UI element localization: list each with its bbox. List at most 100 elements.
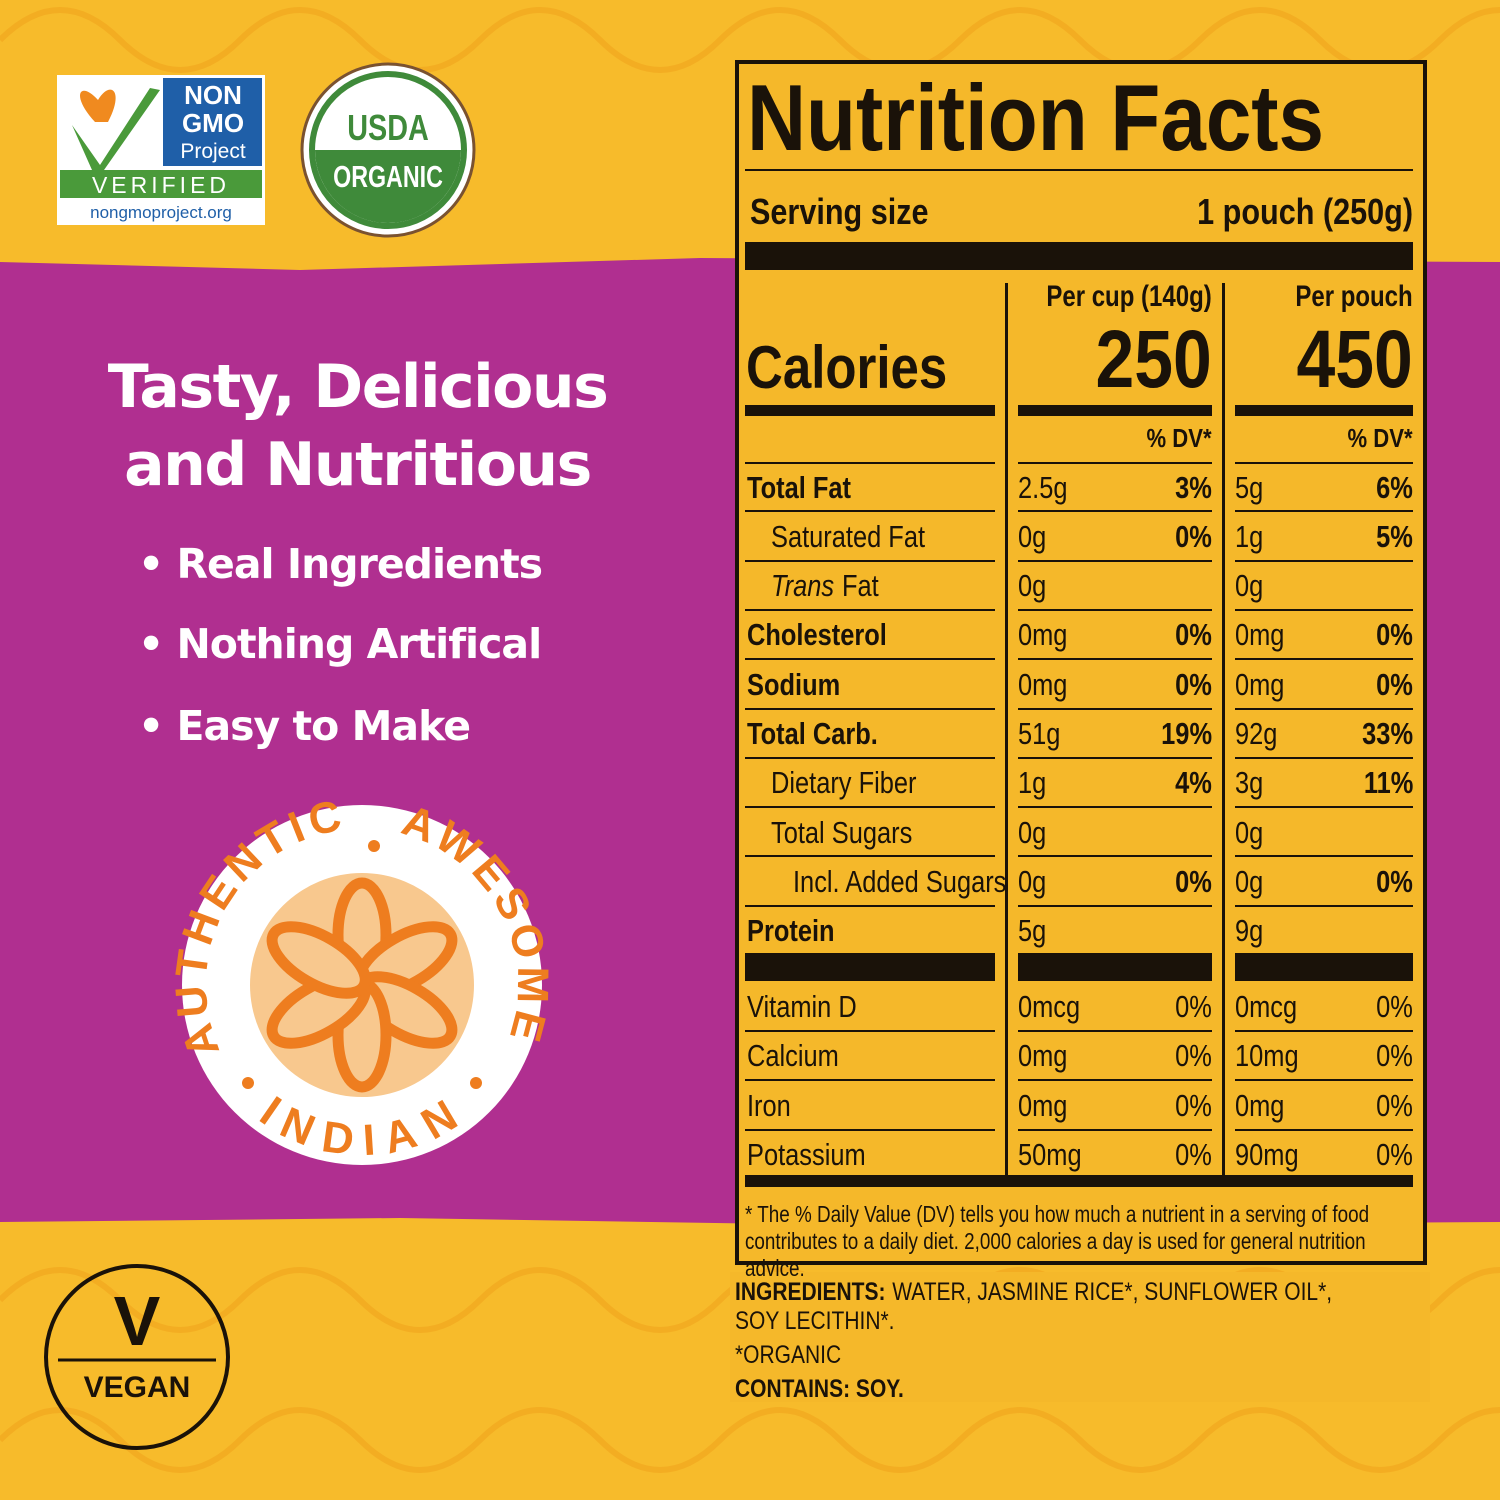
bullet: • Real Ingredients <box>138 540 543 588</box>
amount: 1g <box>1018 765 1047 801</box>
bullet: • Nothing Artifical <box>138 620 542 668</box>
nutrient-name: Fat <box>842 568 879 604</box>
non-gmo-verified: VERIFIED <box>92 172 230 198</box>
column-header: Per pouch <box>1295 280 1413 313</box>
amount: 90mg <box>1235 1137 1299 1172</box>
dv-header: % DV* <box>1146 423 1212 453</box>
amount: 0mg <box>1235 666 1285 702</box>
ingredients: INGREDIENTS: WATER, JASMINE RICE*, SUNFLO… <box>735 1278 1373 1404</box>
non-gmo-line: GMO <box>182 108 244 138</box>
ingredients-panel <box>730 1272 1430 1402</box>
daily-value: 0% <box>1376 1038 1413 1073</box>
dv-header: % DV* <box>1347 423 1413 453</box>
daily-value: 4% <box>1175 765 1212 801</box>
usda-green-half <box>315 150 461 223</box>
nutrient-name: Protein <box>747 913 835 949</box>
rule <box>1235 510 1413 513</box>
daily-value: 0% <box>1175 1137 1212 1172</box>
daily-value: 3% <box>1175 469 1212 505</box>
rule <box>1018 658 1212 661</box>
nutrient-name: Dietary Fiber <box>771 765 917 801</box>
daily-value: 0% <box>1376 1137 1413 1172</box>
rule <box>1018 1079 1212 1081</box>
calories-label: Calories <box>746 334 948 401</box>
non-gmo-url: nongmoproject.org <box>90 203 232 222</box>
vegan-label: VEGAN <box>84 1371 191 1404</box>
non-gmo-blue <box>163 78 262 166</box>
daily-value: 0% <box>1175 1087 1212 1123</box>
rule <box>745 510 995 513</box>
thick-bar <box>1018 953 1212 981</box>
nutrient-name: Total Sugars <box>771 814 913 850</box>
rule <box>745 1029 995 1032</box>
usda-top: USDA <box>347 107 429 148</box>
rule <box>1018 904 1212 907</box>
daily-value: 0% <box>1175 617 1212 653</box>
rule <box>1018 462 1212 464</box>
column-header: Per cup (140g) <box>1046 280 1212 313</box>
amount: 2.5g <box>1018 469 1068 505</box>
nutrient-name: Incl. Added Sugars <box>793 863 1007 899</box>
amount: 10mg <box>1235 1038 1299 1073</box>
rule <box>745 707 995 710</box>
rule <box>1235 1079 1413 1081</box>
nutrient-name: Sodium <box>747 666 841 702</box>
thick-bar <box>745 953 995 981</box>
vitamin-name: Potassium <box>747 1137 866 1172</box>
usda-bottom: ORGANIC <box>333 159 443 194</box>
rule <box>745 756 995 759</box>
rule <box>745 904 995 907</box>
amount: 0mg <box>1018 666 1068 702</box>
amount: 0g <box>1235 814 1264 850</box>
amount: 0g <box>1018 568 1047 604</box>
amount: 0mcg <box>1018 988 1081 1024</box>
rule <box>1235 904 1413 907</box>
amount: 0mg <box>1235 1087 1285 1123</box>
daily-value: 0% <box>1376 666 1413 702</box>
amount: 50mg <box>1018 1137 1082 1172</box>
amount: 5g <box>1018 913 1047 949</box>
thick-bar <box>1235 953 1413 981</box>
thick-bar <box>745 242 1413 270</box>
daily-value: 33% <box>1362 716 1413 751</box>
rule <box>745 462 995 464</box>
rule <box>745 559 995 562</box>
calorie-bar <box>745 405 995 416</box>
rule <box>1018 559 1212 562</box>
nutrient-name: Cholesterol <box>747 617 887 653</box>
serving-label: Serving size <box>750 191 929 232</box>
calorie-bar <box>1018 405 1212 416</box>
calories-value: 450 <box>1296 314 1413 405</box>
daily-value: 0% <box>1376 617 1413 653</box>
rule <box>1018 806 1212 809</box>
non-gmo-line: NON <box>184 80 242 110</box>
non-gmo-green <box>60 170 262 198</box>
serving-value: 1 pouch (250g) <box>1197 191 1413 232</box>
nutrient-name: Total Fat <box>747 469 852 505</box>
label-title: Nutrition Facts <box>747 65 1325 170</box>
rule <box>1018 855 1212 858</box>
rule <box>1235 462 1413 464</box>
rule <box>1235 608 1413 611</box>
rule <box>1018 608 1212 611</box>
rule <box>1235 806 1413 809</box>
amount: 0g <box>1018 863 1047 899</box>
headline: Tasty, Delicious <box>107 352 609 422</box>
daily-value: 0% <box>1175 666 1212 702</box>
daily-value: 0% <box>1376 988 1413 1024</box>
amount: 0mcg <box>1235 988 1298 1024</box>
rule <box>745 1079 995 1081</box>
amount: 0g <box>1018 814 1047 850</box>
seal-dots <box>242 840 482 1089</box>
amount: 0g <box>1235 568 1264 604</box>
column-divider <box>1222 283 1225 1178</box>
vegan-badge <box>44 1264 230 1450</box>
rule <box>1235 707 1413 710</box>
amount: 51g <box>1018 716 1061 751</box>
rule <box>1235 1128 1413 1131</box>
allergen-note: CONTAINS: SOY. <box>735 1375 904 1403</box>
rule <box>1018 756 1212 759</box>
rule <box>745 658 995 661</box>
vitamin-name: Iron <box>747 1087 791 1123</box>
daily-value: 0% <box>1175 1038 1212 1073</box>
